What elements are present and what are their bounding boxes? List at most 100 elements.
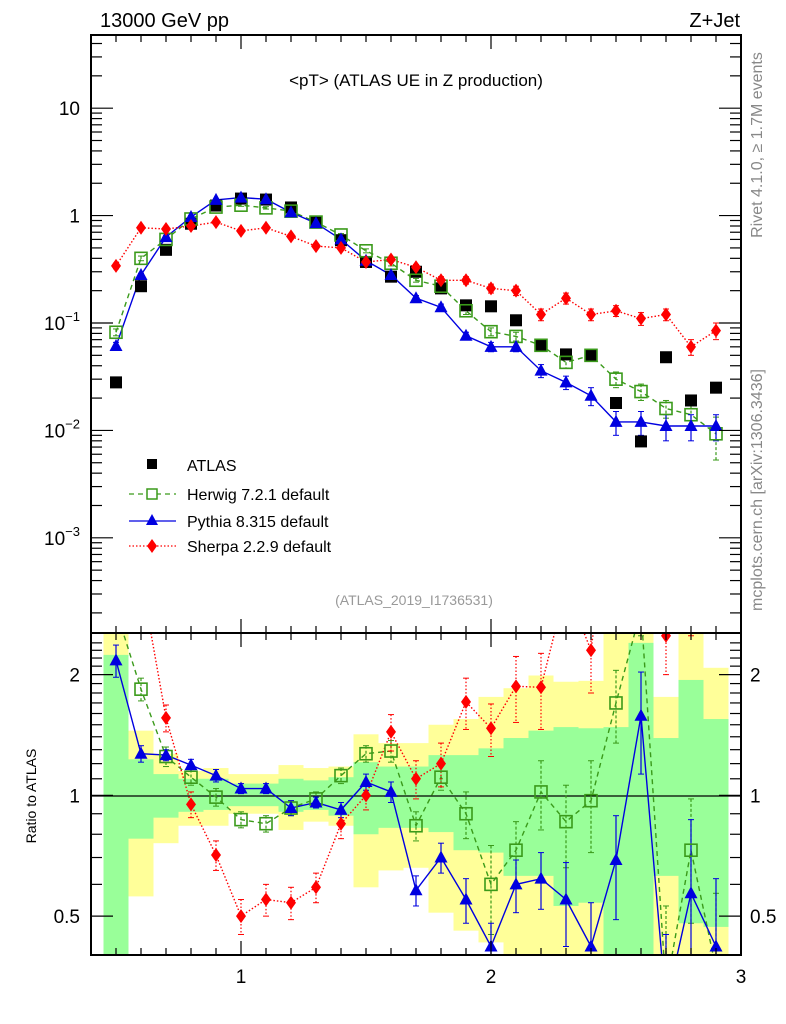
- legend-label-sherpa: Sherpa 2.2.9 default: [187, 539, 332, 556]
- ratio-point-herwig: [234, 812, 248, 827]
- legend-item-herwig: Herwig 7.2.1 default: [129, 487, 330, 504]
- main-point-pythia: [259, 192, 273, 205]
- main-point-pythia: [709, 418, 723, 431]
- plot-title: <pT> (ATLAS UE in Z production): [289, 71, 543, 90]
- main-point-pythia: [234, 190, 248, 203]
- y-tick-label: 10−2: [44, 416, 80, 442]
- ratio-point-pythia: [234, 781, 248, 794]
- ratio-y-tick-label-left: 2: [69, 666, 80, 687]
- main-point-pythia: [134, 267, 148, 280]
- main-point-sherpa: [186, 218, 196, 233]
- ratio-y-tick-label-right: 1: [750, 786, 761, 807]
- main-point-sherpa: [686, 339, 696, 354]
- main-point-pythia: [584, 388, 598, 401]
- main-point-sherpa: [261, 220, 271, 235]
- main-point-herwig: [109, 325, 123, 340]
- header-energy-label: 13000 GeV pp: [100, 10, 229, 32]
- ratio-markers: [109, 356, 723, 995]
- main-point-sherpa: [661, 307, 671, 322]
- ratio-point-pythia: [159, 748, 173, 761]
- ratio-axis-ticks: [91, 633, 741, 956]
- ratio-point-pythia: [559, 892, 573, 905]
- main-point-sherpa: [336, 240, 346, 255]
- main-point-pythia: [534, 363, 548, 376]
- ratio-point-sherpa: [711, 575, 721, 589]
- ratio-y-tick-labels: 2 2 1 1 0.5 0.5: [54, 666, 777, 928]
- main-point-sherpa: [611, 303, 621, 318]
- ratio-point-pythia: [409, 883, 423, 896]
- ratio-point-pythia: [609, 853, 623, 866]
- main-series-lines: [115, 196, 717, 435]
- legend-marker-herwig: [146, 488, 158, 500]
- main-point-pythia: [409, 291, 423, 304]
- main-point-sherpa: [361, 254, 371, 269]
- main-point-pythia: [484, 339, 498, 352]
- ratio-point-pythia: [334, 802, 348, 815]
- ratio-point-sherpa: [611, 449, 621, 463]
- y-tick-label: 1: [69, 207, 80, 228]
- main-point-pythia: [309, 216, 323, 229]
- band-1sigma: [478, 748, 504, 853]
- ratio-point-herwig: [459, 806, 473, 821]
- main-error-bars: [113, 196, 719, 461]
- ratio-point-herwig: [660, 983, 672, 995]
- main-point-pythia: [634, 414, 648, 427]
- main-line-herwig: [115, 204, 717, 435]
- main-point-sherpa: [111, 258, 121, 273]
- ratio-point-sherpa: [286, 895, 296, 910]
- ratio-point-pythia: [259, 781, 273, 794]
- ratio-point-herwig: [259, 816, 273, 831]
- ratio-point-herwig: [384, 744, 398, 758]
- ratio-point-herwig: [559, 814, 573, 829]
- ratio-point-pythia: [684, 886, 698, 899]
- main-point-atlas: [660, 351, 672, 364]
- main-point-sherpa: [486, 281, 496, 296]
- x-tick-label: 2: [486, 967, 497, 988]
- main-point-sherpa: [286, 229, 296, 244]
- ratio-y-tick-label-right: 2: [750, 666, 761, 687]
- ratio-uncertainty-bands: [103, 633, 729, 955]
- ratio-y-tick-label-left: 0.5: [54, 907, 80, 928]
- main-point-herwig: [659, 401, 673, 416]
- rivet-version-label: Rivet 4.1.0, ≥ 1.7M events: [749, 52, 766, 238]
- y-tick-exponent: −2: [65, 416, 80, 431]
- ratio-point-herwig: [710, 963, 722, 975]
- main-point-pythia: [434, 300, 448, 313]
- band-1sigma: [578, 728, 604, 903]
- ratio-point-herwig: [434, 770, 448, 785]
- main-point-pythia: [559, 375, 573, 388]
- main-point-pythia: [159, 230, 173, 243]
- ratio-y-tick-label-right: 0.5: [750, 907, 776, 928]
- x-tick-labels: 1 2 3: [236, 967, 747, 988]
- main-point-atlas: [135, 280, 147, 293]
- ratio-point-sherpa: [361, 788, 371, 803]
- ratio-point-sherpa: [111, 356, 121, 370]
- ratio-point-sherpa: [311, 880, 321, 895]
- legend-label-herwig: Herwig 7.2.1 default: [187, 487, 330, 504]
- band-1sigma: [128, 759, 154, 839]
- ratio-point-pythia: [209, 768, 223, 781]
- ratio-point-herwig: [209, 790, 223, 804]
- ratio-point-sherpa: [536, 680, 546, 695]
- main-point-herwig: [459, 303, 473, 318]
- legend-marker-sherpa: [147, 539, 157, 553]
- main-point-sherpa: [211, 215, 221, 230]
- ratio-y-tick-label-left: 1: [69, 786, 80, 807]
- ratio-point-pythia: [384, 784, 398, 797]
- ratio-point-herwig: [134, 682, 148, 696]
- ratio-point-herwig: [359, 746, 373, 761]
- ratio-point-pythia: [284, 801, 298, 814]
- main-point-herwig: [534, 338, 548, 353]
- main-point-atlas: [585, 349, 597, 362]
- x-tick-label: 1: [236, 967, 247, 988]
- main-point-sherpa: [711, 323, 721, 338]
- main-panel: 10 1 10−1 10−2 10−3 <pT> (ATLAS UE in Z prod…: [44, 34, 742, 634]
- ratio-point-sherpa: [586, 643, 596, 658]
- ratio-point-sherpa: [186, 797, 196, 812]
- ratio-point-herwig: [334, 768, 348, 783]
- ratio-point-sherpa: [511, 679, 521, 694]
- ratio-point-sherpa: [211, 848, 221, 863]
- main-line-sherpa: [115, 221, 717, 348]
- main-axis-ticks: [91, 35, 741, 633]
- main-point-pythia: [659, 418, 673, 431]
